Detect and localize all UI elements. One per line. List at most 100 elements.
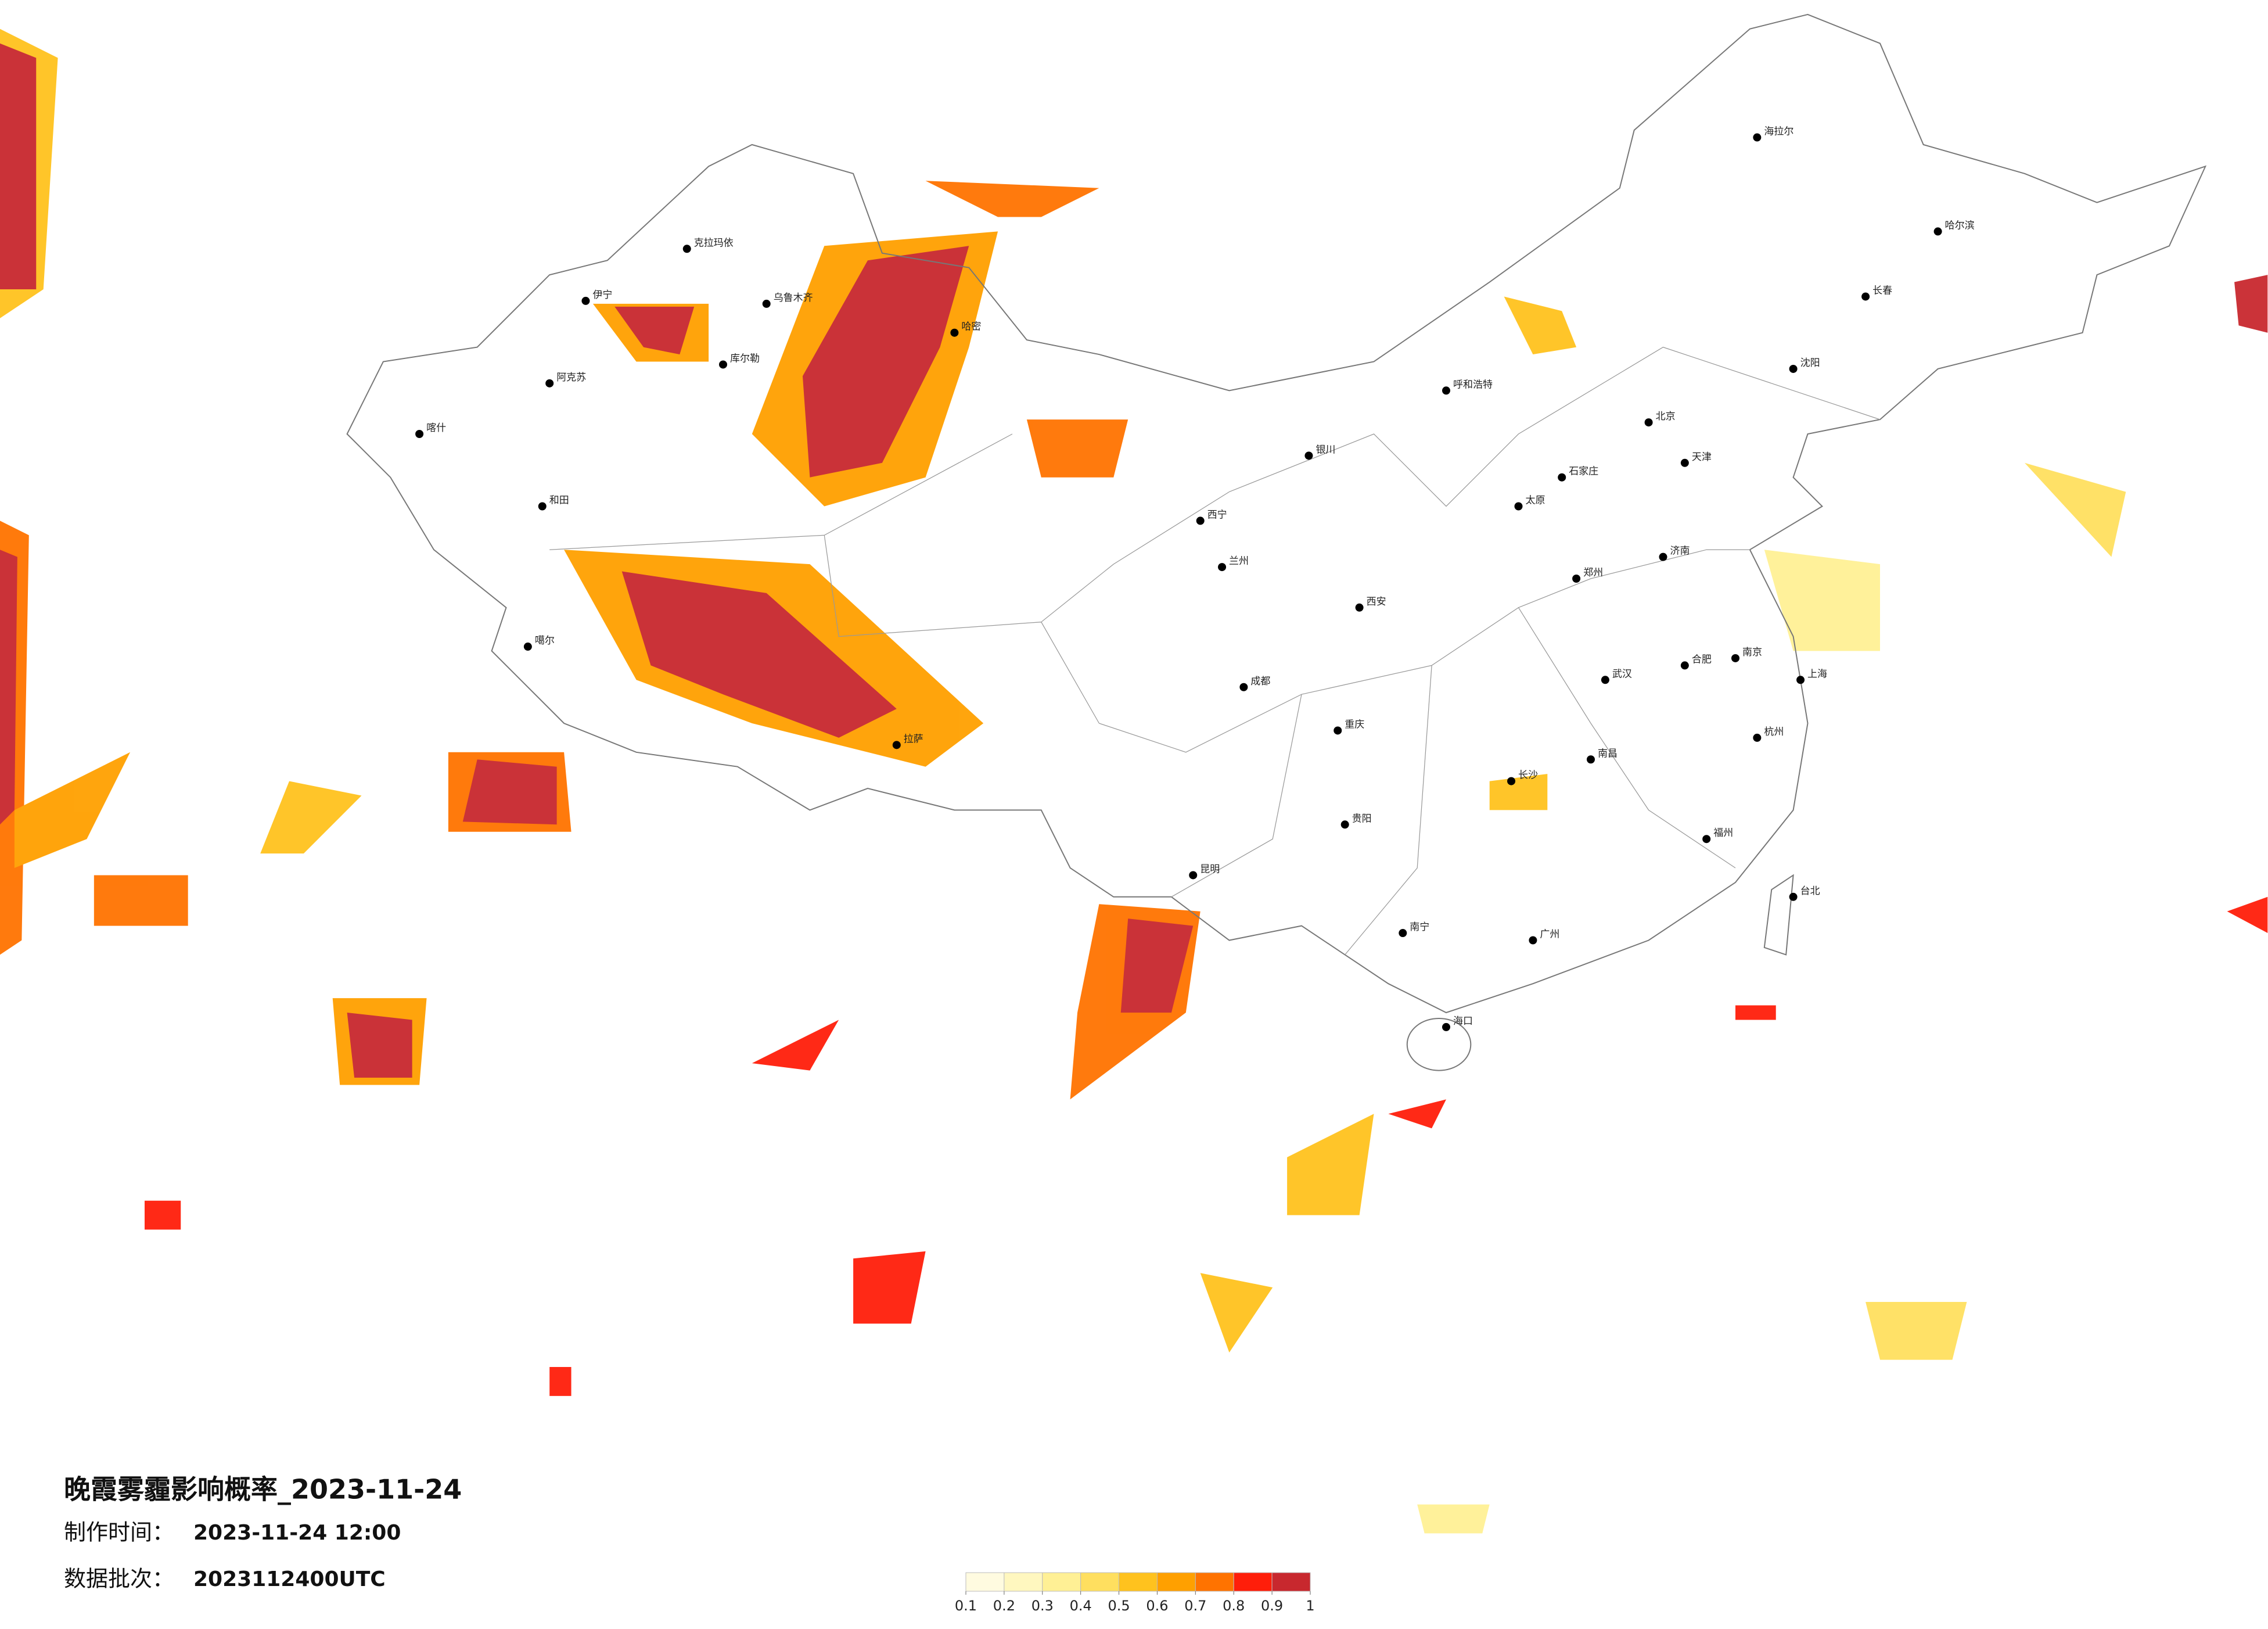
legend-tick-label: 0.5 bbox=[1108, 1598, 1130, 1614]
city-name: 南京 bbox=[1742, 647, 1762, 658]
city-dot bbox=[1659, 552, 1667, 561]
city-name: 天津 bbox=[1692, 451, 1712, 463]
taiwan bbox=[1763, 874, 1794, 956]
city-name: 济南 bbox=[1670, 546, 1690, 557]
city-name: 哈尔滨 bbox=[1945, 220, 1975, 231]
city-dot bbox=[545, 379, 554, 387]
legend-swatch bbox=[1042, 1572, 1081, 1592]
city-dot bbox=[1789, 364, 1798, 373]
city-dot bbox=[1340, 820, 1349, 829]
legend-tick-label: 0.4 bbox=[1070, 1598, 1092, 1614]
city-name: 重庆 bbox=[1345, 719, 1364, 730]
issue-time: 2023-11-24 12:00 bbox=[193, 1521, 401, 1545]
city-name: 成都 bbox=[1250, 676, 1270, 687]
legend-swatch bbox=[1271, 1572, 1311, 1592]
legend-swatch bbox=[1080, 1572, 1120, 1592]
city-name: 银川 bbox=[1315, 444, 1335, 455]
city-dot bbox=[1355, 603, 1364, 612]
city-name: 西安 bbox=[1367, 596, 1386, 608]
city-name: 太原 bbox=[1526, 495, 1545, 507]
city-dot bbox=[1753, 733, 1762, 742]
city-name: 海拉尔 bbox=[1764, 126, 1793, 138]
legend-swatch bbox=[1119, 1572, 1158, 1592]
city-name: 南昌 bbox=[1598, 748, 1618, 759]
city-dot bbox=[1196, 516, 1205, 525]
city-dot bbox=[1601, 676, 1609, 684]
city-name: 郑州 bbox=[1583, 567, 1603, 579]
haze-fields bbox=[0, 28, 2268, 1534]
city-name: 台北 bbox=[1800, 885, 1820, 897]
city-name: 北京 bbox=[1656, 411, 1676, 422]
city-name: 和田 bbox=[549, 495, 569, 507]
city-dot bbox=[1239, 683, 1248, 691]
legend-tick-label: 0.8 bbox=[1223, 1598, 1245, 1614]
city-name: 合肥 bbox=[1692, 654, 1712, 665]
city-dot bbox=[1514, 502, 1523, 511]
legend-tick-label: 0.1 bbox=[955, 1598, 977, 1614]
legend-swatch bbox=[1233, 1572, 1273, 1592]
city-name: 伊宁 bbox=[592, 289, 612, 301]
city-dot bbox=[1334, 726, 1342, 735]
legend-tick-label: 0.6 bbox=[1146, 1598, 1168, 1614]
city-name: 广州 bbox=[1540, 929, 1559, 941]
city-dot bbox=[415, 430, 424, 438]
title: 晚霞雾霾影响概率_2023-11-24 bbox=[64, 1474, 462, 1505]
batch: 2023112400UTC bbox=[193, 1567, 386, 1591]
city-name: 呼和浩特 bbox=[1453, 379, 1493, 390]
city-name: 库尔勒 bbox=[730, 353, 760, 364]
city-dot bbox=[1933, 227, 1942, 236]
city-dot bbox=[1399, 929, 1407, 938]
city-name: 昆明 bbox=[1200, 863, 1220, 875]
city-name: 沈阳 bbox=[1800, 357, 1820, 369]
map-layer bbox=[0, 13, 2268, 1534]
city-name: 福州 bbox=[1713, 827, 1733, 839]
city-dot bbox=[1680, 661, 1689, 670]
city-name: 贵阳 bbox=[1352, 813, 1372, 824]
legend-swatch bbox=[1004, 1572, 1043, 1592]
legend-swatch bbox=[1156, 1572, 1196, 1592]
city-name: 海口 bbox=[1453, 1016, 1473, 1027]
city-name: 兰州 bbox=[1229, 555, 1249, 567]
city-name: 南宁 bbox=[1410, 921, 1429, 933]
city-name: 石家庄 bbox=[1569, 466, 1598, 478]
city-name: 噶尔 bbox=[535, 635, 555, 647]
city-name: 长沙 bbox=[1518, 770, 1538, 781]
legend: 0.1 0.2 0.3 0.4 0.5 0.6 0.7 0.8 0.9 1 bbox=[955, 1572, 1315, 1614]
city-dot bbox=[1644, 418, 1653, 427]
city-name: 喀什 bbox=[426, 422, 446, 434]
city-dot bbox=[581, 296, 590, 305]
city-name: 乌鲁木齐 bbox=[774, 292, 813, 304]
city-dot bbox=[1587, 755, 1595, 764]
province-borders bbox=[549, 346, 1881, 955]
city-dot bbox=[1442, 1022, 1450, 1031]
city-dot bbox=[1680, 458, 1689, 467]
country-border bbox=[346, 13, 2207, 1014]
city-dot bbox=[1558, 473, 1566, 482]
city-dot bbox=[1861, 292, 1870, 301]
issue-time-label: 制作时间： bbox=[64, 1520, 174, 1545]
city-dot bbox=[523, 643, 532, 651]
city-dot bbox=[538, 502, 547, 511]
city-dot bbox=[1218, 563, 1227, 572]
batch-label: 数据批次： bbox=[64, 1566, 174, 1592]
city-name: 上海 bbox=[1807, 668, 1827, 680]
legend-tick-label: 1 bbox=[1306, 1598, 1314, 1614]
legend-swatch bbox=[1195, 1572, 1234, 1592]
city-name: 阿克苏 bbox=[556, 372, 586, 383]
legend-tick-label: 0.2 bbox=[993, 1598, 1015, 1614]
city-dot bbox=[1507, 777, 1516, 785]
hainan bbox=[1406, 1017, 1472, 1071]
city-dot bbox=[1304, 451, 1313, 460]
city-dot bbox=[1529, 936, 1537, 945]
city-name: 西宁 bbox=[1207, 509, 1227, 521]
city-name: 拉萨 bbox=[904, 733, 923, 745]
city-dot bbox=[1189, 871, 1198, 880]
city-name: 武汉 bbox=[1612, 668, 1632, 680]
legend-swatch bbox=[965, 1572, 1005, 1592]
city-dot bbox=[1702, 835, 1711, 844]
legend-tick-label: 0.3 bbox=[1031, 1598, 1054, 1614]
legend-tick-label: 0.9 bbox=[1261, 1598, 1283, 1614]
city-dot bbox=[682, 245, 691, 253]
city-dot bbox=[1789, 892, 1798, 901]
